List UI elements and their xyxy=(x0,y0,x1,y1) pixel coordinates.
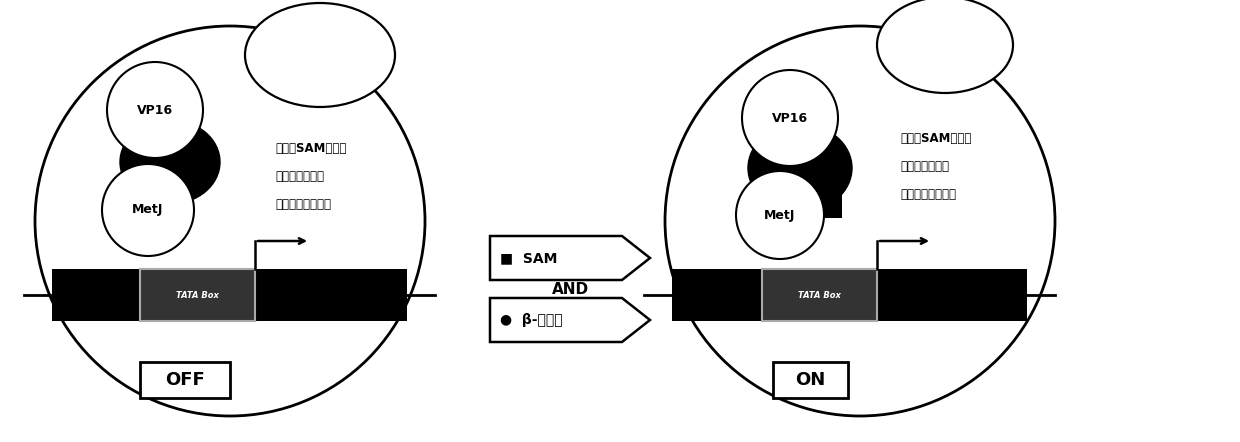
Bar xyxy=(672,269,1027,321)
Ellipse shape xyxy=(120,120,219,204)
Text: TATA Box: TATA Box xyxy=(176,290,219,300)
Text: ON: ON xyxy=(795,371,825,389)
Text: OFF: OFF xyxy=(165,371,205,389)
Bar xyxy=(763,269,877,321)
Bar xyxy=(52,269,407,321)
Bar xyxy=(825,182,842,218)
Text: 输出：荧光强度低: 输出：荧光强度低 xyxy=(275,198,331,210)
Ellipse shape xyxy=(246,3,396,107)
Text: AND: AND xyxy=(552,282,589,297)
Circle shape xyxy=(102,164,193,256)
Text: 输入：SAM浓度高: 输入：SAM浓度高 xyxy=(900,132,971,145)
Circle shape xyxy=(737,171,825,259)
Circle shape xyxy=(35,26,425,416)
Ellipse shape xyxy=(748,124,852,212)
Bar xyxy=(773,362,847,398)
Circle shape xyxy=(742,70,838,166)
Text: MetJ: MetJ xyxy=(764,209,796,221)
Text: TATA Box: TATA Box xyxy=(799,290,841,300)
Text: ■  SAM: ■ SAM xyxy=(500,251,557,265)
Bar xyxy=(140,269,255,321)
Text: 输入：SAM浓度低: 输入：SAM浓度低 xyxy=(275,141,346,155)
Text: 作用：转录较弱: 作用：转录较弱 xyxy=(275,169,324,183)
Text: VP16: VP16 xyxy=(136,103,174,117)
Text: 输出：荧光强度高: 输出：荧光强度高 xyxy=(900,187,956,201)
FancyArrow shape xyxy=(490,298,650,342)
Circle shape xyxy=(107,62,203,158)
Ellipse shape xyxy=(877,0,1013,93)
Bar xyxy=(140,362,229,398)
FancyArrow shape xyxy=(490,236,650,280)
Circle shape xyxy=(665,26,1055,416)
Text: VP16: VP16 xyxy=(773,111,808,125)
Text: ●  β-雌二醇: ● β-雌二醇 xyxy=(500,313,563,327)
Text: 作用：转录增强: 作用：转录增强 xyxy=(900,160,949,172)
Text: MetJ: MetJ xyxy=(133,203,164,217)
